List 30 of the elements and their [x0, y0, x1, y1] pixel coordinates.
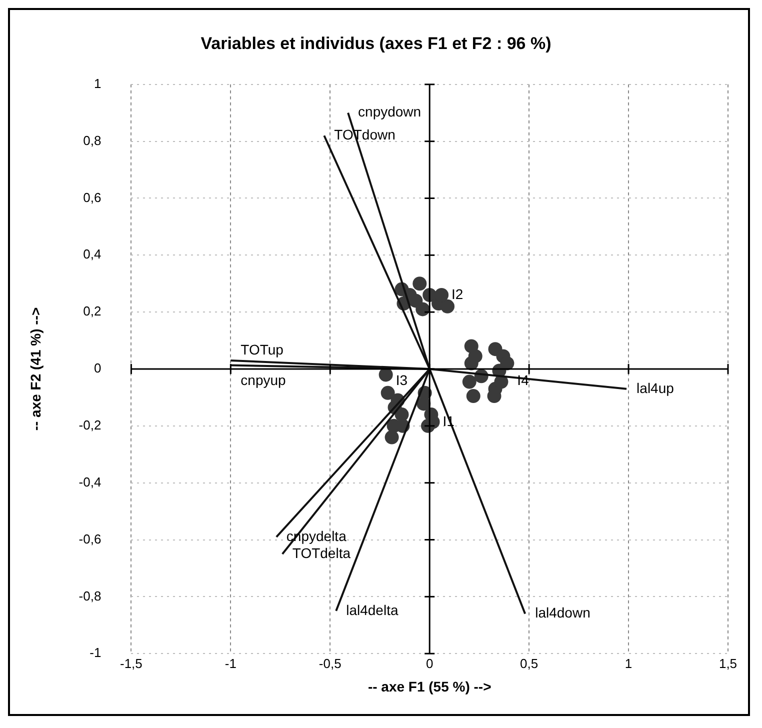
y-tick-label: 0: [94, 360, 102, 376]
x-tick-label: 1: [624, 656, 632, 671]
x-tick-label: -1,5: [120, 656, 142, 671]
annotation: I3: [396, 372, 408, 388]
annotation: I2: [452, 286, 464, 302]
y-tick-label: -0,6: [78, 531, 102, 546]
y-tick-label: 0,6: [83, 190, 102, 205]
y-tick-label: 1: [94, 76, 102, 91]
annotation: TOTdelta: [292, 544, 351, 561]
annotation: lal4delta: [346, 602, 398, 618]
x-tick-label: -0,5: [318, 656, 342, 671]
annotation: cnpyup: [240, 372, 286, 388]
x-tick-label: -1: [224, 656, 236, 671]
y-tick-label: -0,4: [78, 474, 102, 490]
annotation: lal4down: [535, 604, 590, 621]
chart-title: Variables et individus (axes F1 et F2 : 96 %): [200, 34, 552, 53]
x-tick-label: 0,5: [520, 656, 538, 671]
x-tick-label: 1,5: [718, 656, 738, 671]
annotation: cnpydown: [358, 104, 422, 120]
x-axis-title: -- axe F1 (55 %) -->: [368, 678, 492, 694]
x-tick-label: 0: [426, 656, 434, 671]
y-axis-title: -- axe F2 (41 %) -->: [27, 307, 44, 431]
annotation: TOTup: [240, 341, 284, 358]
y-tick-label: 0,2: [83, 304, 102, 319]
y-tick-label: 0,8: [83, 132, 102, 148]
y-tick-label: -0,8: [78, 588, 102, 604]
y-tick-label: -1: [90, 645, 102, 660]
annotation: lal4up: [636, 380, 674, 396]
y-tick-label: 0,4: [83, 246, 102, 262]
y-tick-label: -0,2: [78, 418, 102, 432]
